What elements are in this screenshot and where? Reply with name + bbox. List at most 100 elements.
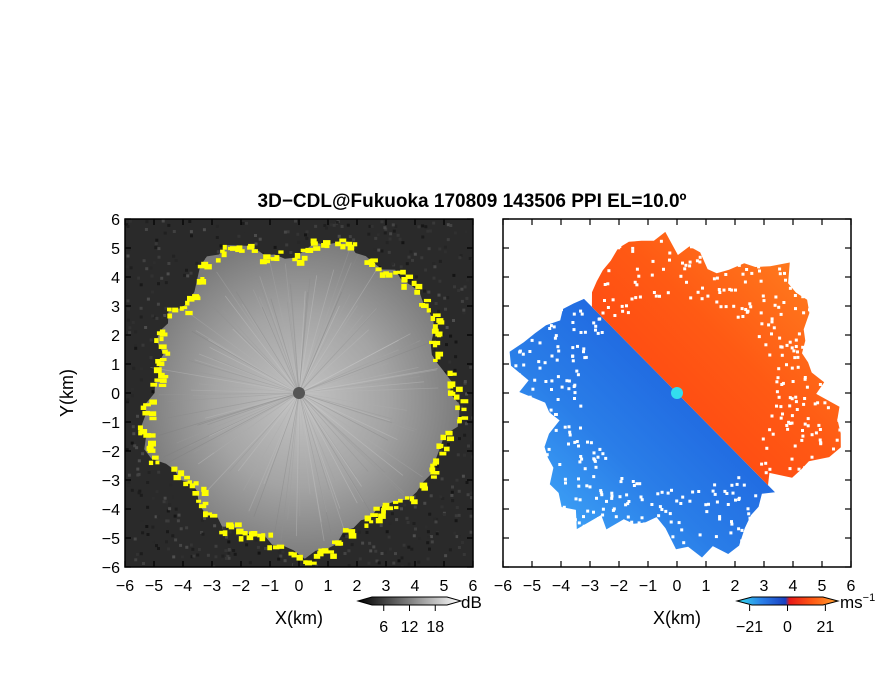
noise-pixel <box>465 392 469 396</box>
noise-pixel <box>444 554 448 558</box>
radial-streak <box>274 392 300 533</box>
noise-pixel <box>241 222 245 225</box>
speckle-pixel <box>775 390 779 394</box>
edge-pixel <box>382 502 390 507</box>
edge-pixel <box>453 394 460 400</box>
noise-pixel <box>348 235 352 239</box>
speckle-pixel <box>572 312 576 316</box>
edge-pixel <box>370 513 378 517</box>
edge-pixel <box>292 257 298 262</box>
noise-pixel <box>183 273 186 277</box>
radial-streak <box>207 392 300 426</box>
speckle-pixel <box>818 428 822 431</box>
noise-pixel <box>427 247 431 251</box>
speckle-pixel <box>666 540 670 544</box>
unit-base: ms <box>840 593 863 612</box>
speckle-pixel <box>638 482 642 486</box>
noise-pixel <box>462 311 466 315</box>
noise-pixel <box>171 495 175 499</box>
edge-pixel <box>439 451 447 456</box>
noise-pixel <box>177 513 181 517</box>
speckle-pixel <box>761 294 765 298</box>
edge-pixel <box>409 496 415 502</box>
noise-pixel <box>150 274 154 278</box>
radial-streak <box>298 308 377 394</box>
radial-streak <box>298 392 423 478</box>
speckle-pixel <box>792 349 796 353</box>
speckle-pixel <box>530 338 534 342</box>
edge-pixel <box>154 338 159 343</box>
noise-pixel <box>167 223 171 227</box>
noise-pixel <box>424 268 428 272</box>
speckle-pixel <box>566 299 570 303</box>
noise-pixel <box>146 481 150 484</box>
radial-streak <box>286 301 300 394</box>
speckle-pixel <box>550 310 554 314</box>
speckle-pixel <box>813 402 817 406</box>
speckle-pixel <box>601 513 605 517</box>
edge-pixel <box>155 460 160 465</box>
edge-pixel <box>155 359 161 364</box>
noise-pixel <box>139 283 143 287</box>
speckle-pixel <box>650 273 654 277</box>
edge-pixel <box>405 274 414 279</box>
noise-pixel <box>457 513 461 517</box>
speckle-pixel <box>533 378 537 382</box>
noise-pixel <box>463 285 467 289</box>
radial-streak <box>258 296 300 394</box>
speckle-pixel <box>709 259 712 262</box>
radial-streak <box>298 294 351 394</box>
noise-pixel <box>335 220 339 224</box>
speckle-pixel <box>779 345 783 349</box>
x-tick-label: 1 <box>324 578 333 595</box>
noise-pixel <box>436 464 439 468</box>
speckle-pixel <box>828 374 831 378</box>
speckle-pixel <box>723 489 727 493</box>
noise-pixel <box>227 551 231 555</box>
noise-pixel <box>440 477 444 481</box>
edge-pixel <box>222 530 228 537</box>
edge-pixel <box>436 443 442 449</box>
noise-pixel <box>142 562 145 565</box>
edge-pixel <box>394 506 399 510</box>
noise-pixel <box>256 545 260 549</box>
edge-pixel <box>192 294 199 299</box>
speckle-pixel <box>592 321 596 325</box>
noise-pixel <box>146 505 150 509</box>
speckle-pixel <box>538 366 542 370</box>
radial-streak <box>166 392 300 464</box>
speckle-pixel <box>611 508 615 512</box>
noise-pixel <box>467 444 470 448</box>
speckle-pixel <box>673 230 677 234</box>
speckle-pixel <box>585 283 589 287</box>
speckle-pixel <box>810 455 814 459</box>
colorbar-ticks: 6 12 18 <box>379 605 444 636</box>
noise-pixel <box>277 557 281 561</box>
noise-pixel <box>452 319 455 322</box>
speckle-pixel <box>594 324 598 328</box>
edge-pixel <box>247 245 254 250</box>
noise-pixel <box>144 326 148 329</box>
noise-pixel <box>279 554 283 558</box>
noise-pixel <box>157 282 160 286</box>
speckle-pixel <box>785 424 789 427</box>
noise-pixel <box>132 366 136 370</box>
edge-pixel <box>365 515 370 520</box>
x-tick-label: 0 <box>673 578 682 595</box>
radial-streak <box>298 305 358 394</box>
radial-streak <box>298 254 359 394</box>
noise-pixel <box>389 232 393 236</box>
x-tick-label: −1 <box>639 578 657 595</box>
speckle-pixel <box>532 318 536 322</box>
noise-pixel <box>427 536 431 540</box>
edge-pixel <box>137 425 143 431</box>
edge-pixel <box>461 407 467 412</box>
speckle-pixel <box>797 332 801 336</box>
speckle-pixel <box>647 545 651 549</box>
speckle-pixel <box>558 284 562 288</box>
radial-streak <box>298 306 331 394</box>
noise-pixel <box>168 507 172 511</box>
radial-streak <box>290 285 300 394</box>
speckle-pixel <box>597 317 601 321</box>
radial-streak <box>241 303 300 394</box>
